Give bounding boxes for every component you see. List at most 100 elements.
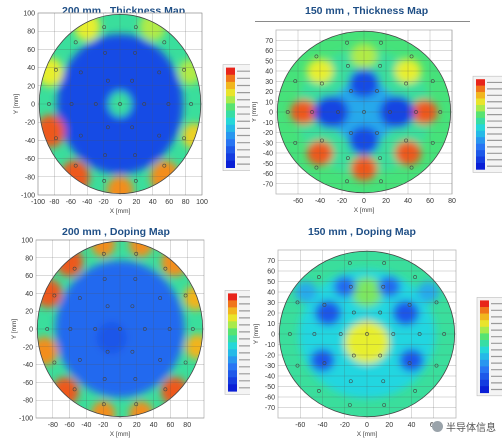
measurement-point: [381, 284, 386, 289]
y-tick-label: -20: [265, 353, 275, 360]
colorbar-swatch: [226, 160, 235, 168]
measurement-point: [310, 110, 314, 114]
colorbar-swatch: [480, 379, 489, 387]
colorbar-swatch: [480, 359, 489, 367]
x-tick-label: 60: [167, 422, 175, 429]
colorbar-swatch: [226, 89, 235, 97]
measurement-point: [93, 102, 98, 106]
measurement-point: [320, 138, 324, 143]
measurement-point: [346, 156, 350, 160]
colorbar-swatch: [476, 156, 485, 164]
measurement-point: [157, 70, 162, 75]
measurement-point: [163, 387, 168, 392]
measurement-point: [102, 277, 107, 281]
colorbar: [226, 67, 250, 168]
wechat-icon: [432, 421, 443, 432]
x-tick-label: -60: [293, 198, 303, 205]
measurement-point: [189, 102, 193, 106]
measurement-point: [348, 284, 353, 289]
x-tick-label: 40: [149, 199, 157, 206]
y-tick-label: -60: [23, 380, 33, 387]
x-tick-label: 0: [118, 199, 122, 206]
colorbar-swatch: [226, 103, 235, 111]
measurement-point: [347, 403, 352, 407]
measurement-point: [349, 131, 353, 135]
colorbar-swatch: [480, 300, 489, 308]
measurement-point: [52, 293, 57, 298]
colorbar-swatch: [480, 366, 489, 374]
measurement-point: [183, 293, 188, 298]
colorbar-swatch: [476, 162, 485, 170]
x-tick-label: -40: [81, 422, 91, 429]
measurement-point: [338, 332, 343, 336]
measurement-point: [78, 133, 83, 138]
measurement-point: [130, 349, 135, 354]
wafer-outline: [276, 30, 452, 194]
y-tick-label: 40: [25, 291, 33, 298]
colorbar: [476, 79, 502, 170]
x-tick-label: 80: [448, 198, 456, 205]
measurement-point: [322, 302, 327, 307]
colorbar-swatch: [226, 96, 235, 104]
measurement-point: [134, 251, 139, 256]
measurement-point: [93, 327, 98, 331]
measurement-point: [295, 363, 300, 368]
colorbar-swatch: [480, 333, 489, 341]
colorbar-swatch: [228, 377, 237, 385]
measurement-point: [438, 110, 443, 114]
measurement-point: [375, 131, 379, 135]
chart-title-4: 150 mm , Doping Map: [308, 226, 416, 238]
measurement-point: [391, 332, 396, 336]
wafer-outline: [36, 240, 204, 418]
y-tick-label: -40: [263, 151, 273, 158]
y-tick-label: -80: [25, 174, 35, 181]
y-tick-label: 40: [267, 290, 275, 297]
y-tick-label: 20: [267, 311, 275, 318]
measurement-point: [407, 361, 412, 366]
measurement-point: [101, 402, 106, 407]
chart-4: -60 -40 -20 0 20 40 60 -70 -60 -50 -40 -30 -20 -10 0 10…: [253, 249, 502, 438]
measurement-point: [72, 387, 77, 392]
measurement-point: [413, 389, 417, 393]
grid: [37, 12, 203, 196]
y-tick-label: 30: [267, 300, 275, 307]
measurement-point: [382, 403, 387, 407]
measurement-point: [68, 327, 73, 331]
measurement-point: [388, 110, 392, 114]
measurement-point: [347, 261, 352, 265]
chart-2: -60 -40 -20 0 20 40 60 80 -70 -60 -50 -40 -30 -20 -10 0…: [252, 29, 502, 214]
measurement-point: [163, 266, 168, 271]
measurement-point: [167, 327, 172, 331]
x-tick-label: -60: [66, 199, 76, 206]
measurement-point: [142, 327, 147, 331]
measurement-point: [73, 40, 78, 45]
grid: [276, 30, 453, 194]
measurement-point: [430, 140, 435, 145]
colorbar-swatch: [480, 326, 489, 334]
measurement-point: [314, 165, 319, 170]
y-tick-label: -40: [265, 374, 275, 381]
colorbar-swatch: [476, 124, 485, 132]
measurement-point: [312, 332, 317, 336]
y-tick-label: -10: [265, 342, 275, 349]
measurement-point: [118, 327, 122, 331]
y-tick-label: 60: [267, 269, 275, 276]
colorbar-swatch: [228, 293, 237, 301]
colorbar-swatch: [476, 79, 485, 86]
measurement-point: [317, 389, 321, 393]
measurement-point: [293, 79, 298, 84]
y-tick-label: -70: [265, 405, 275, 412]
y-tick-label: 80: [27, 29, 35, 36]
colorbar-swatch: [228, 384, 237, 392]
measurement-point: [414, 110, 418, 114]
y-tick-label: 20: [27, 83, 35, 90]
colorbar-swatch: [226, 124, 235, 133]
colorbar-swatch: [228, 314, 237, 322]
y-tick-label: 0: [29, 327, 33, 334]
colorbar-swatch: [228, 328, 237, 336]
measurement-point: [345, 40, 349, 45]
colorbar-swatch: [480, 353, 489, 361]
x-tick-label: -20: [337, 198, 347, 205]
colorbar-swatch: [480, 346, 489, 354]
y-tick-label: 30: [265, 79, 273, 86]
